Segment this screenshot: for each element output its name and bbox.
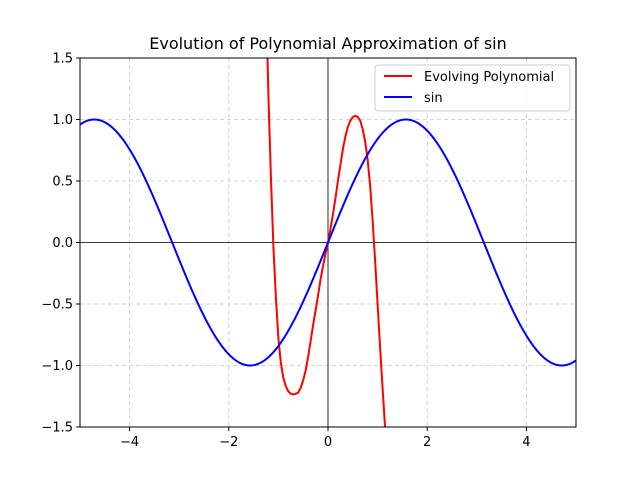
chart-title: Evolution of Polynomial Approximation of…	[149, 34, 507, 53]
y-tick-label: −1.0	[41, 359, 73, 374]
y-tick-label: −0.5	[41, 298, 73, 313]
y-tick-label: 1.0	[52, 113, 73, 128]
y-tick-label: 0.0	[52, 236, 73, 251]
x-tick-label: −2	[219, 435, 238, 450]
legend-label-sin: sin	[424, 91, 443, 106]
y-tick-label: −1.5	[41, 421, 73, 436]
series-layer	[80, 58, 576, 427]
series-line-evolving-polynomial	[266, 58, 387, 427]
y-tick-label: 0.5	[52, 175, 73, 190]
y-axis-ticks: −1.5 −1.0 −0.5 0.0 0.5 1.0 1.5	[41, 52, 80, 436]
x-tick-label: 0	[324, 435, 332, 450]
x-tick-label: −4	[120, 435, 139, 450]
legend-label-evolving-polynomial: Evolving Polynomial	[424, 70, 554, 85]
series-line-sin	[80, 118, 576, 367]
x-axis-ticks: −4 −2 0 2 4	[120, 427, 531, 450]
legend-box	[374, 64, 571, 112]
legend: Evolving Polynomial sin	[374, 64, 571, 112]
y-tick-label: 1.5	[52, 52, 73, 67]
x-tick-label: 4	[522, 435, 530, 450]
x-tick-label: 2	[423, 435, 431, 450]
